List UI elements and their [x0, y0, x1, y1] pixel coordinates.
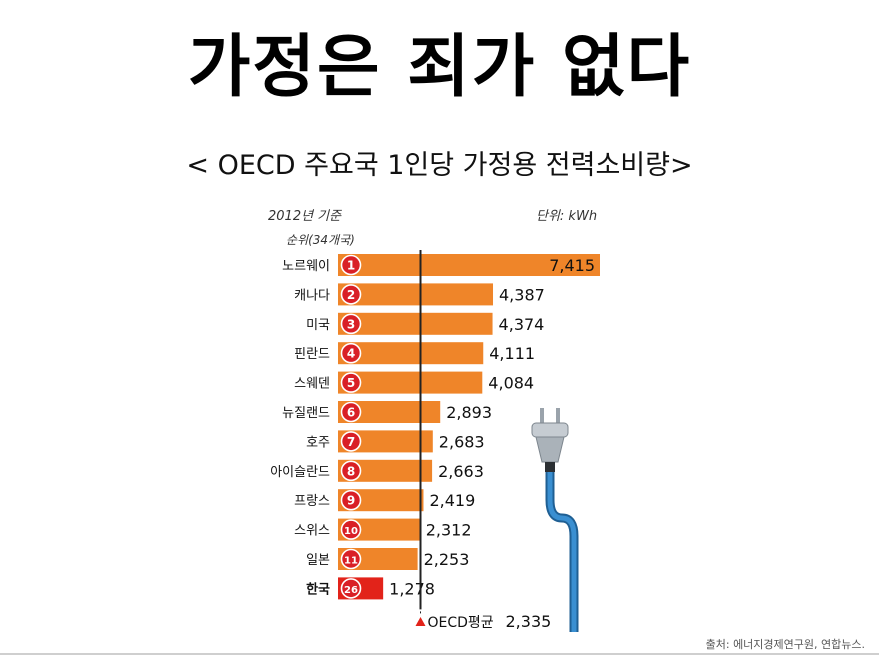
value-label: 2,419	[429, 491, 475, 510]
source-credit: 출처: 에너지경제연구원, 연합뉴스.	[705, 638, 865, 651]
value-label: 2,663	[438, 462, 484, 481]
value-label: 4,374	[499, 315, 545, 334]
rank-number: 6	[347, 406, 355, 420]
category-label: 호주	[306, 435, 330, 450]
rank-badge	[340, 431, 362, 452]
rank-badge	[340, 313, 362, 335]
rank-number: 4	[347, 347, 355, 361]
bar-4	[338, 342, 484, 365]
bar-6	[338, 401, 441, 423]
bar-7	[338, 430, 433, 453]
chart-subtitle: < OECD 주요국 1인당 가정용 전력소비량>	[186, 150, 693, 181]
rank-number: 26	[344, 585, 358, 596]
rank-badge	[340, 342, 362, 364]
rank-badge	[340, 489, 362, 511]
category-label: 일본	[306, 553, 330, 568]
value-label: 7,415	[549, 256, 595, 275]
value-label: 1,278	[389, 579, 435, 598]
rank-badge	[340, 284, 362, 305]
bar-5	[338, 371, 483, 394]
rank-header: 순위(34개국)	[286, 233, 355, 247]
plug-icon	[531, 408, 579, 632]
value-label: 4,387	[499, 285, 545, 304]
value-label: 2,893	[446, 403, 492, 422]
category-label: 뉴질랜드	[282, 406, 330, 421]
rank-badge	[340, 372, 362, 393]
bar-3	[338, 312, 493, 335]
rank-number: 3	[347, 317, 355, 331]
category-label: 미국	[306, 318, 330, 333]
category-label: 스웨덴	[294, 377, 330, 392]
rank-badge	[340, 548, 362, 570]
category-label: 핀란드	[294, 347, 330, 362]
value-label: 4,084	[488, 374, 534, 393]
oecd-average-label: OECD평균	[428, 615, 494, 631]
bar-8	[338, 459, 433, 482]
category-label: 캐나다	[294, 288, 330, 303]
unit-label: 단위: kWh	[536, 209, 598, 224]
value-label: 2,312	[426, 521, 472, 540]
value-label: 2,253	[424, 550, 470, 569]
rank-badge	[340, 519, 362, 540]
rank-badge	[340, 578, 362, 599]
category-label: 한국	[306, 581, 330, 597]
rank-badge	[340, 401, 362, 423]
value-label: 4,111	[489, 344, 535, 363]
category-label: 프랑스	[294, 494, 330, 509]
value-label: 2,683	[439, 432, 485, 451]
rank-badge	[340, 254, 362, 276]
bottom-divider	[0, 653, 879, 655]
year-label: 2012년 기준	[268, 209, 342, 224]
category-label: 아이슬란드	[270, 465, 330, 480]
rank-number: 2	[347, 288, 355, 302]
rank-number: 5	[347, 376, 355, 390]
rank-number: 10	[344, 526, 358, 537]
oecd-average-marker	[415, 617, 426, 626]
rank-number: 9	[347, 494, 355, 508]
bar-1	[338, 254, 600, 276]
rank-number: 11	[344, 556, 358, 567]
rank-number: 7	[347, 435, 355, 449]
rank-badge	[340, 460, 362, 482]
category-label: 스위스	[294, 524, 330, 539]
page-title: 가정은 죄가 없다	[187, 28, 692, 107]
category-label: 노르웨이	[282, 259, 330, 274]
oecd-average-value: 2,335	[506, 612, 552, 631]
bar-2	[338, 283, 494, 306]
rank-number: 1	[347, 259, 355, 273]
rank-number: 8	[347, 464, 355, 478]
